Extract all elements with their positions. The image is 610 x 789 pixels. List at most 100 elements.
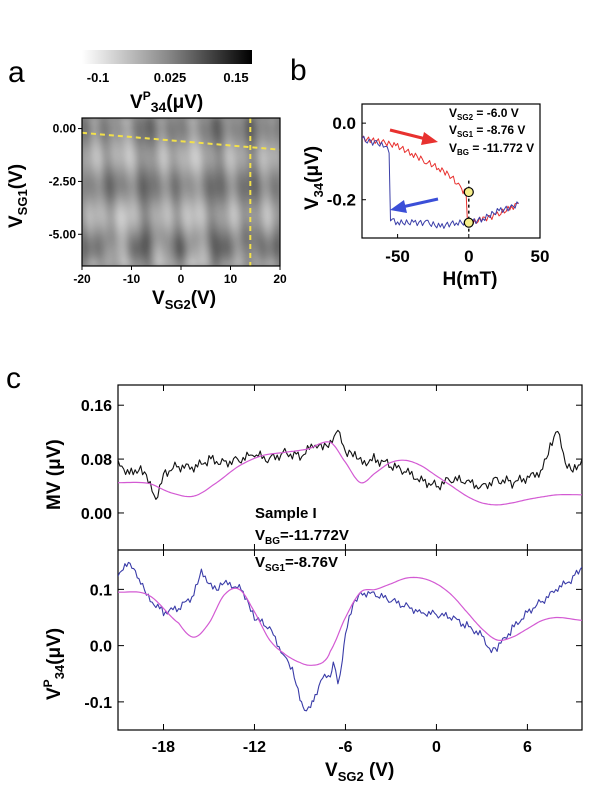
heatmap-cell — [151, 192, 157, 198]
heatmap-cell — [270, 157, 276, 163]
heatmap-cell — [171, 226, 177, 233]
heatmap-cell — [136, 211, 142, 218]
heatmap-cell — [126, 206, 133, 213]
heatmap-cell — [220, 192, 227, 198]
heatmap-cell — [146, 147, 152, 154]
heatmap-cell — [116, 118, 123, 124]
heatmap-cell — [215, 231, 222, 237]
x-tick-label: 20 — [273, 272, 287, 286]
heatmap-cell — [240, 241, 246, 247]
heatmap-cell — [141, 256, 147, 262]
heatmap-cell — [245, 256, 251, 262]
heatmap-cell — [146, 231, 152, 237]
heatmap-cell — [195, 251, 202, 257]
heatmap-cell — [166, 177, 172, 183]
heatmap-cell — [255, 226, 261, 233]
x-tick-label: -10 — [123, 272, 141, 286]
heatmap-cell — [86, 127, 93, 134]
heatmap-cell — [205, 196, 212, 203]
blue-arrow — [390, 197, 439, 213]
heatmap-cell — [136, 132, 142, 139]
heatmap-cell — [275, 226, 280, 233]
heatmap-cell — [146, 211, 152, 218]
heatmap-cell — [111, 206, 118, 213]
heatmap-cell — [91, 261, 98, 266]
heatmap-cell — [156, 132, 162, 139]
heatmap-cell — [240, 127, 246, 134]
heatmap-cell — [171, 167, 177, 173]
heatmap-cell — [220, 251, 227, 257]
heatmap-cell — [185, 236, 192, 242]
heatmap-cell — [126, 211, 133, 218]
heatmap-cell — [205, 221, 212, 228]
heatmap-cell — [126, 261, 133, 266]
heatmap-cell — [235, 251, 241, 257]
heatmap-cell — [215, 211, 222, 218]
x-tick-label: 6 — [523, 739, 532, 756]
heatmap-cell — [270, 118, 276, 124]
heatmap-cell — [190, 137, 197, 144]
heatmap-cell — [131, 236, 138, 242]
heatmap-cell — [200, 201, 207, 208]
heatmap-cell — [230, 246, 237, 252]
heatmap-cell — [195, 132, 202, 139]
heatmap-cell — [265, 142, 271, 149]
heatmap-cell — [210, 172, 217, 178]
heatmap-cell — [156, 192, 162, 198]
heatmap-cell — [185, 261, 192, 266]
heatmap-cell — [275, 157, 280, 163]
heatmap-cell — [91, 221, 98, 228]
heatmap-cell — [205, 157, 212, 163]
heatmap-cell — [141, 196, 147, 203]
heatmap-cell — [215, 132, 222, 139]
heatmap-cell — [220, 182, 227, 188]
heatmap-cell — [240, 167, 246, 173]
heatmap-cell — [260, 177, 266, 183]
heatmap-cell — [136, 206, 142, 213]
heatmap-cell — [91, 157, 98, 163]
heatmap-cell — [185, 127, 192, 134]
heatmap-cell — [101, 231, 108, 237]
heatmap-cell — [82, 251, 88, 257]
heatmap-cell — [275, 137, 280, 144]
heatmap-cell — [215, 152, 222, 159]
heatmap-cell — [270, 206, 276, 213]
heatmap-cell — [255, 216, 261, 223]
heatmap-cell — [181, 241, 187, 247]
heatmap-cell — [91, 172, 98, 178]
heatmap-cell — [200, 206, 207, 213]
heatmap-cell — [210, 118, 217, 124]
heatmap-cell — [151, 211, 157, 218]
heatmap-cell — [121, 122, 128, 129]
heatmap-cell — [126, 132, 133, 139]
heatmap-cell — [181, 196, 187, 203]
heatmap-cell — [245, 182, 251, 188]
heatmap-cell — [176, 157, 182, 163]
heatmap-cell — [245, 231, 251, 237]
heatmap-cell — [230, 157, 237, 163]
heatmap-cell — [121, 206, 128, 213]
heatmap-cell — [86, 246, 93, 252]
heatmap-cell — [185, 142, 192, 149]
heatmap-cell — [96, 177, 103, 183]
heatmap-cell — [166, 132, 172, 139]
heatmap-cell — [220, 241, 227, 247]
heatmap-cell — [260, 211, 266, 218]
heatmap-cell — [220, 157, 227, 163]
colorbar-tick-label: -0.1 — [87, 70, 109, 85]
heatmap-cell — [210, 192, 217, 198]
heatmap-cell — [106, 177, 113, 183]
heatmap-cell — [146, 192, 152, 198]
heatmap-cell — [220, 162, 227, 168]
heatmap-cell — [156, 142, 162, 149]
heatmap-image — [82, 118, 280, 266]
heatmap-cell — [190, 231, 197, 237]
heatmap-cell — [270, 167, 276, 173]
heatmap-cell — [240, 216, 246, 223]
heatmap-cell — [146, 137, 152, 144]
heatmap-cell — [96, 226, 103, 233]
heatmap-cell — [230, 231, 237, 237]
heatmap-cell — [185, 201, 192, 208]
heatmap-cell — [82, 137, 88, 144]
heatmap-cell — [106, 251, 113, 257]
